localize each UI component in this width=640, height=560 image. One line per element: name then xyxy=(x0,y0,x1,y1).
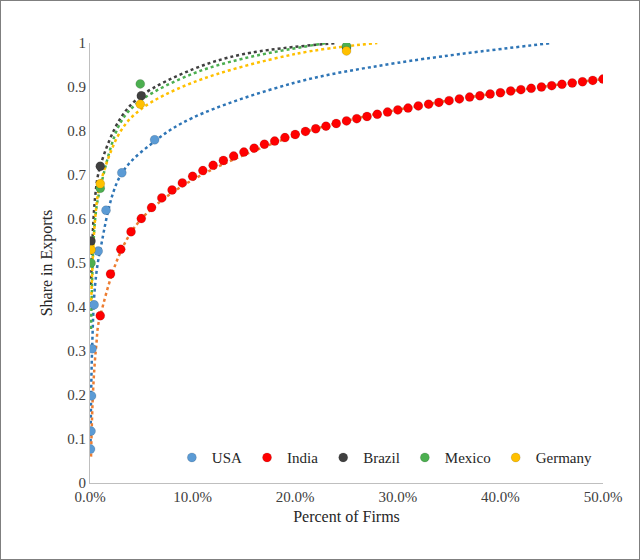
svg-text:Mexico: Mexico xyxy=(445,450,491,466)
svg-text:0.8: 0.8 xyxy=(67,123,86,139)
svg-text:Share in Exports: Share in Exports xyxy=(38,210,56,317)
svg-text:Brazil: Brazil xyxy=(363,450,400,466)
svg-text:0.6: 0.6 xyxy=(67,211,86,227)
svg-text:40.0%: 40.0% xyxy=(481,489,520,505)
svg-text:0.7: 0.7 xyxy=(67,167,86,183)
svg-text:0.3: 0.3 xyxy=(67,343,86,359)
svg-text:0.4: 0.4 xyxy=(67,299,86,315)
svg-text:0.5: 0.5 xyxy=(67,255,86,271)
svg-text:50.0%: 50.0% xyxy=(584,489,623,505)
svg-text:20.0%: 20.0% xyxy=(276,489,315,505)
svg-text:India: India xyxy=(287,450,318,466)
svg-text:0.1: 0.1 xyxy=(67,431,86,447)
svg-text:10.0%: 10.0% xyxy=(173,489,212,505)
svg-text:0: 0 xyxy=(79,475,87,491)
svg-text:0.2: 0.2 xyxy=(67,387,86,403)
svg-text:USA: USA xyxy=(212,450,242,466)
svg-text:1: 1 xyxy=(79,35,87,51)
svg-text:0.9: 0.9 xyxy=(67,79,86,95)
svg-text:30.0%: 30.0% xyxy=(378,489,417,505)
svg-text:Percent of Firms: Percent of Firms xyxy=(293,508,400,525)
svg-text:Germany: Germany xyxy=(536,450,592,466)
svg-text:0.0%: 0.0% xyxy=(74,489,105,505)
